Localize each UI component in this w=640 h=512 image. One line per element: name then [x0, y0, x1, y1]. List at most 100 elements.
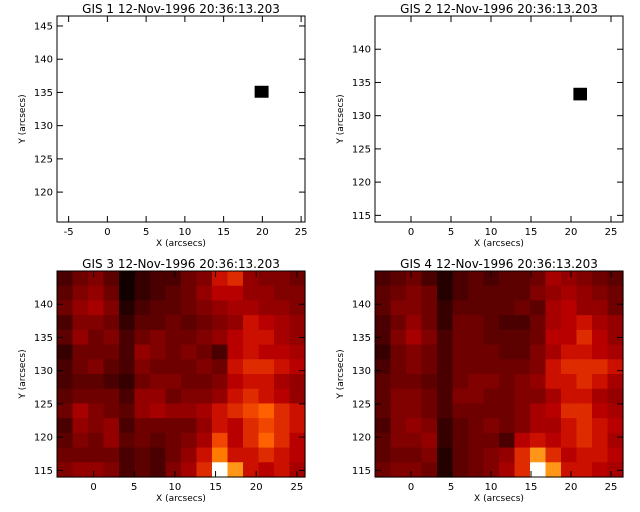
heatmap-cell [227, 462, 244, 478]
heatmap-cell [576, 432, 593, 449]
heatmap-cell [150, 462, 167, 478]
heatmap-cell [103, 329, 120, 346]
heatmap-cell [406, 447, 423, 463]
heatmap-cell [375, 344, 392, 360]
x-tick-label: 25 [291, 482, 304, 493]
heatmap-cell [57, 315, 74, 331]
heatmap-cell [576, 418, 593, 434]
heatmap-cell [561, 271, 578, 287]
heatmap-cell [258, 447, 275, 463]
heatmap-cell [530, 329, 547, 346]
heatmap-cell [530, 344, 547, 360]
heatmap-cell [165, 315, 182, 331]
y-tick-label: 140 [352, 45, 371, 56]
heatmap-cell [452, 418, 469, 434]
heatmap-cell [88, 359, 105, 375]
heatmap-cell [390, 300, 407, 316]
heatmap-cell [103, 315, 120, 331]
heatmap-cell [483, 344, 500, 360]
heatmap-cell [561, 388, 578, 405]
heatmap-cell [514, 271, 531, 287]
heatmap-cell [88, 403, 105, 419]
heatmap-cell [134, 447, 151, 463]
heatmap-cell [499, 315, 516, 331]
heatmap-cell [274, 271, 291, 287]
panel-title: GIS 2 12-Nov-1996 20:36:13.203 [400, 2, 598, 16]
heatmap-cell [530, 285, 547, 302]
heatmap-cell [289, 403, 306, 419]
heatmap-cell [421, 315, 438, 331]
heatmap-cell [88, 285, 105, 302]
heatmap-cell [181, 271, 198, 287]
heatmap-cell [437, 300, 454, 316]
heatmap-cell [390, 374, 407, 390]
panel-title: GIS 1 12-Nov-1996 20:36:13.203 [82, 2, 280, 16]
heatmap-cell [530, 271, 547, 287]
heatmap-cell [499, 388, 516, 405]
heatmap-cell [150, 403, 167, 419]
heatmap-cell [607, 374, 624, 390]
heatmap-cell [227, 300, 244, 316]
heatmap-cell [181, 447, 198, 463]
heatmap-cell [390, 462, 407, 478]
heatmap-cell [289, 344, 306, 360]
heatmap-cell [196, 403, 213, 419]
y-tick-label: 115 [352, 466, 371, 477]
heatmap-cell [150, 388, 167, 405]
heatmap-cell [561, 374, 578, 390]
heatmap-cell [530, 418, 547, 434]
y-axis-label: Y (arcsecs) [336, 349, 346, 399]
heatmap-cell [514, 329, 531, 346]
y-tick-label: 130 [352, 111, 371, 122]
y-axis-label: Y (arcsecs) [336, 94, 346, 144]
heatmap-cell [274, 388, 291, 405]
heatmap-cell [227, 403, 244, 419]
x-tick-label: 20 [256, 227, 269, 238]
heatmap-cell [437, 374, 454, 390]
heatmap-cell [103, 300, 120, 316]
heatmap-cell [150, 432, 167, 449]
heatmap-cell [57, 374, 74, 390]
heatmap-cell [196, 315, 213, 331]
heatmap-cell [468, 300, 485, 316]
heatmap-cell [72, 285, 89, 302]
heatmap-cell [212, 315, 229, 331]
heatmap-cell [375, 374, 392, 390]
y-tick-label: 115 [352, 211, 371, 222]
heatmap-cell [406, 271, 423, 287]
heatmap-cell [545, 329, 562, 346]
heatmap-cell [530, 359, 547, 375]
y-tick-label: 140 [34, 300, 53, 311]
heatmap-cell [103, 285, 120, 302]
heatmap-cell [119, 418, 136, 434]
heatmap-cell [375, 315, 392, 331]
heatmap-cell [530, 374, 547, 390]
heatmap-cell [212, 418, 229, 434]
heatmap-cell [57, 432, 74, 449]
heatmap-cell [375, 447, 392, 463]
heatmap-cell [72, 374, 89, 390]
heatmap-cell [561, 403, 578, 419]
heatmap-cell [289, 432, 306, 449]
heatmap-cell [421, 432, 438, 449]
heatmap-cell [134, 329, 151, 346]
heatmap-cell [514, 285, 531, 302]
heatmap-cell [452, 403, 469, 419]
intensity-block [254, 85, 269, 98]
plot-area [57, 16, 305, 222]
heatmap-cell [88, 388, 105, 405]
heatmap-cell [452, 388, 469, 405]
y-tick-label: 125 [34, 399, 53, 410]
heatmap-cell [499, 271, 516, 287]
heatmap-cell [258, 300, 275, 316]
heatmap-cell [468, 462, 485, 478]
heatmap-cell [212, 285, 229, 302]
heatmap-cell [243, 432, 260, 449]
x-axis-label: X (arcsecs) [156, 239, 206, 249]
heatmap-cell [545, 447, 562, 463]
heatmap-cell [576, 403, 593, 419]
heatmap-cell [452, 432, 469, 449]
heatmap-cell [134, 271, 151, 287]
heatmap-cell [72, 432, 89, 449]
heatmap-cell [212, 432, 229, 449]
